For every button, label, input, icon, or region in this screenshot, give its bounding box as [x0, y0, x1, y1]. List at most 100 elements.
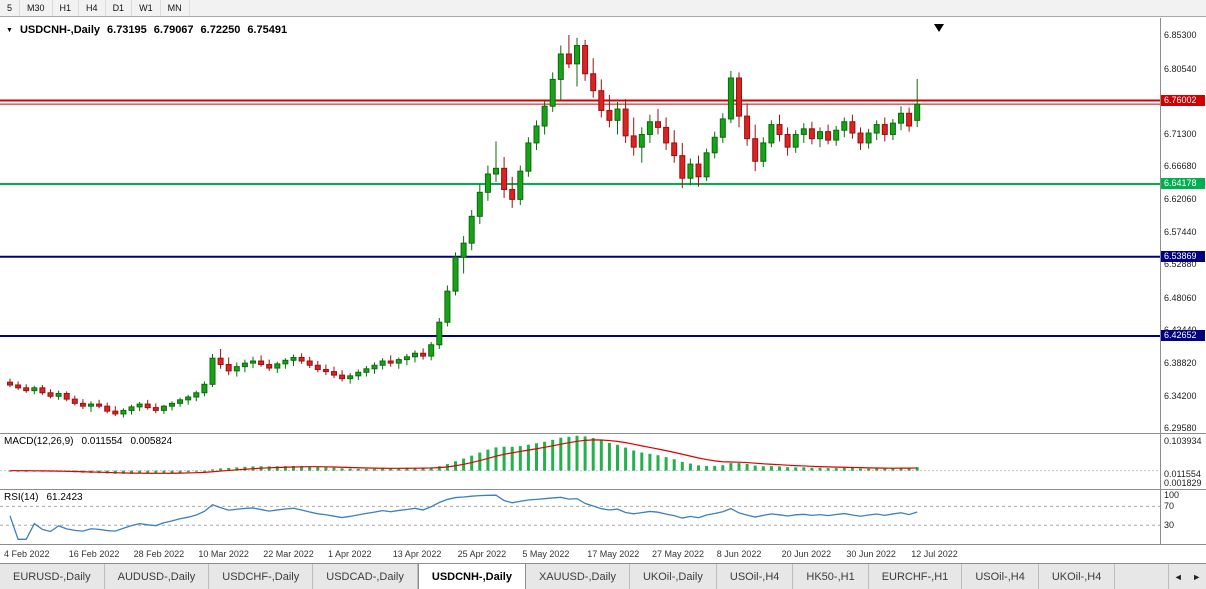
timeframe-button-5[interactable]: 5 [0, 0, 20, 16]
candle [728, 71, 733, 123]
tabs-scroll-left-icon[interactable]: ◄ [1174, 572, 1183, 582]
price-chart-canvas[interactable] [0, 18, 1160, 433]
symbol-dropdown-icon[interactable]: ▼ [6, 27, 13, 34]
timeframe-button-mn[interactable]: MN [161, 0, 190, 16]
candle [234, 362, 239, 376]
time-axis-label: 17 May 2022 [587, 549, 639, 559]
candle [129, 405, 134, 415]
candle [915, 79, 920, 127]
candle [242, 360, 247, 373]
candle [388, 355, 393, 366]
price-tick-label: 6.57440 [1164, 227, 1197, 237]
timeframe-button-h1[interactable]: H1 [53, 0, 80, 16]
macd-pane[interactable]: MACD(12,26,9) 0.011554 0.005824 [0, 434, 1160, 489]
tabs-scroll-right-icon[interactable]: ► [1192, 572, 1201, 582]
candle [874, 120, 879, 140]
chart-tab-ukoil-h4[interactable]: UKOil-,H4 [1039, 564, 1116, 589]
candle [753, 125, 758, 172]
chart-tab-eurchf-h1[interactable]: EURCHF-,H1 [869, 564, 963, 589]
candle [178, 398, 183, 407]
rsi-axis[interactable]: 1007030 [1161, 490, 1206, 544]
candle [801, 123, 806, 143]
candle [80, 399, 85, 409]
price-tick-label: 6.71300 [1164, 129, 1197, 139]
candle [291, 355, 296, 366]
candle [899, 106, 904, 130]
candle [64, 391, 69, 401]
time-axis-label: 13 Apr 2022 [393, 549, 442, 559]
candle [194, 391, 199, 402]
chart-tab-hk50-h1[interactable]: HK50-,H1 [793, 564, 868, 589]
ohlc-high: 6.79067 [154, 24, 194, 36]
time-axis[interactable]: 4 Feb 202216 Feb 202228 Feb 202210 Mar 2… [0, 545, 1206, 563]
candle [866, 129, 871, 149]
rsi-axis-tick: 70 [1164, 501, 1174, 511]
timeframe-button-h4[interactable]: H4 [79, 0, 106, 16]
candle [24, 384, 29, 392]
chart-tab-xauusd-daily[interactable]: XAUUSD-,Daily [526, 564, 630, 589]
timeframe-button-d1[interactable]: D1 [106, 0, 133, 16]
time-axis-label: 10 Mar 2022 [198, 549, 249, 559]
time-axis-label: 22 Mar 2022 [263, 549, 314, 559]
candle [575, 38, 580, 87]
macd-signal-value: 0.005824 [130, 436, 172, 447]
price-tick-label: 6.66680 [1164, 161, 1197, 171]
rsi-value: 61.2423 [46, 492, 82, 503]
symbol-title: USDCNH-,Daily [20, 24, 100, 36]
candle [40, 385, 45, 395]
candle [550, 72, 555, 112]
candle [664, 118, 669, 150]
candle [340, 370, 345, 381]
chart-tab-ukoil-daily[interactable]: UKOil-,Daily [630, 564, 717, 589]
mt4-window: 5M30H1H4D1W1MN ▼ USDCNH-,Daily 6.73195 6… [0, 0, 1206, 589]
price-pane[interactable]: ▼ USDCNH-,Daily 6.73195 6.79067 6.72250 … [0, 18, 1160, 433]
candle [453, 252, 458, 295]
candle [226, 357, 231, 375]
timeframe-toolbar: 5M30H1H4D1W1MN [0, 0, 1206, 17]
candle [518, 166, 523, 206]
candle [583, 40, 588, 81]
candle [858, 127, 863, 150]
ohlc-open: 6.73195 [107, 24, 147, 36]
candle [761, 137, 766, 167]
candle [494, 142, 499, 182]
candle [510, 177, 515, 208]
rsi-label: RSI(14) [4, 492, 38, 503]
candle [631, 118, 636, 156]
macd-axis[interactable]: 0.103934 0.011554 0.001829 [1161, 434, 1206, 489]
price-axis[interactable]: 6.853006.805406.757806.713006.666806.620… [1161, 18, 1206, 433]
candle [348, 373, 353, 384]
down-arrow-marker[interactable] [934, 24, 944, 32]
time-axis-label: 12 Jul 2022 [911, 549, 958, 559]
chart-tab-usdchf-daily[interactable]: USDCHF-,Daily [209, 564, 313, 589]
price-tick-label: 6.80540 [1164, 64, 1197, 74]
candle [769, 120, 774, 147]
candle [818, 127, 823, 147]
rsi-chart-canvas[interactable] [0, 490, 1160, 544]
chart-tab-usdcnh-daily[interactable]: USDCNH-,Daily [418, 564, 526, 589]
macd-chart-canvas[interactable] [0, 434, 1160, 489]
candle [688, 158, 693, 185]
candle [907, 108, 912, 132]
candle [275, 362, 280, 373]
chart-tab-eurusd-daily[interactable]: EURUSD-,Daily [0, 564, 105, 589]
candle [656, 109, 661, 134]
timeframe-button-m30[interactable]: M30 [20, 0, 53, 16]
timeframe-button-w1[interactable]: W1 [132, 0, 161, 16]
candle [404, 354, 409, 365]
level-lines [0, 101, 1160, 336]
rsi-axis-tick: 100 [1164, 490, 1179, 500]
time-axis-label: 30 Jun 2022 [846, 549, 896, 559]
candle [745, 103, 750, 145]
chart-tab-usoil-h4[interactable]: USOil-,H4 [717, 564, 794, 589]
chart-tab-usoil-h4[interactable]: USOil-,H4 [962, 564, 1039, 589]
price-tick-label: 6.34200 [1164, 391, 1197, 401]
candle [712, 132, 717, 159]
candle [777, 115, 782, 142]
chart-tab-audusd-daily[interactable]: AUDUSD-,Daily [105, 564, 210, 589]
rsi-pane[interactable]: RSI(14) 61.2423 [0, 490, 1160, 544]
candle [599, 79, 604, 117]
candle [461, 236, 466, 273]
chart-tab-usdcad-daily[interactable]: USDCAD-,Daily [313, 564, 418, 589]
candle [882, 118, 887, 142]
